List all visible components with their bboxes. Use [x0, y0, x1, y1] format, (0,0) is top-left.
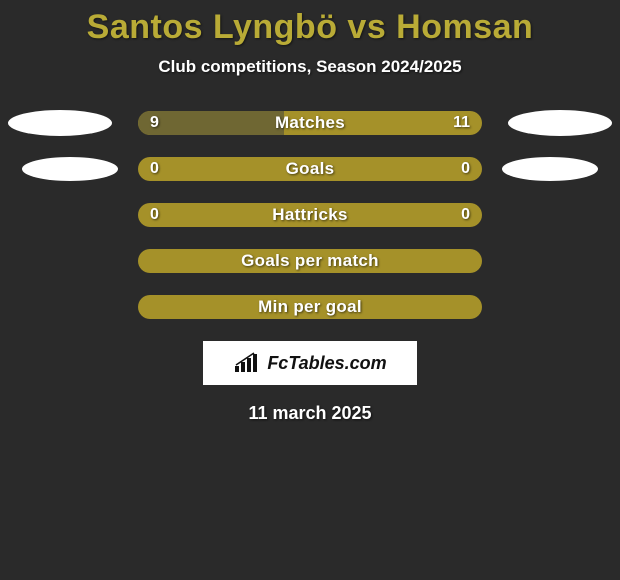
site-badge-text: FcTables.com: [267, 353, 386, 374]
comparison-infographic: Santos Lyngbö vs Homsan Club competition…: [0, 0, 620, 580]
stat-label: Hattricks: [138, 203, 482, 227]
player-ellipse-left: [8, 110, 112, 136]
stat-bar: Goals per match: [138, 249, 482, 273]
player-ellipse-left: [22, 157, 118, 181]
stat-value-right: 0: [461, 203, 470, 227]
site-badge: FcTables.com: [203, 341, 417, 385]
stat-bar: 0 Goals 0: [138, 157, 482, 181]
footer-date: 11 march 2025: [0, 403, 620, 424]
stat-label: Goals: [138, 157, 482, 181]
stat-row-min-per-goal: Min per goal: [0, 295, 620, 319]
stat-label: Matches: [138, 111, 482, 135]
stat-value-right: 11: [453, 111, 470, 135]
stat-row-hattricks: 0 Hattricks 0: [0, 203, 620, 227]
page-subtitle: Club competitions, Season 2024/2025: [0, 57, 620, 77]
stat-row-goals-per-match: Goals per match: [0, 249, 620, 273]
bars-icon: [233, 352, 261, 374]
player-ellipse-right: [502, 157, 598, 181]
stat-bar: 0 Hattricks 0: [138, 203, 482, 227]
stat-value-right: 0: [461, 157, 470, 181]
page-title: Santos Lyngbö vs Homsan: [0, 0, 620, 47]
stat-label: Min per goal: [138, 295, 482, 319]
stat-rows: 9 Matches 11 0 Goals 0 0 Hattricks 0: [0, 111, 620, 319]
stat-label: Goals per match: [138, 249, 482, 273]
stat-bar: 9 Matches 11: [138, 111, 482, 135]
stat-row-matches: 9 Matches 11: [0, 111, 620, 135]
stat-bar: Min per goal: [138, 295, 482, 319]
player-ellipse-right: [508, 110, 612, 136]
stat-row-goals: 0 Goals 0: [0, 157, 620, 181]
